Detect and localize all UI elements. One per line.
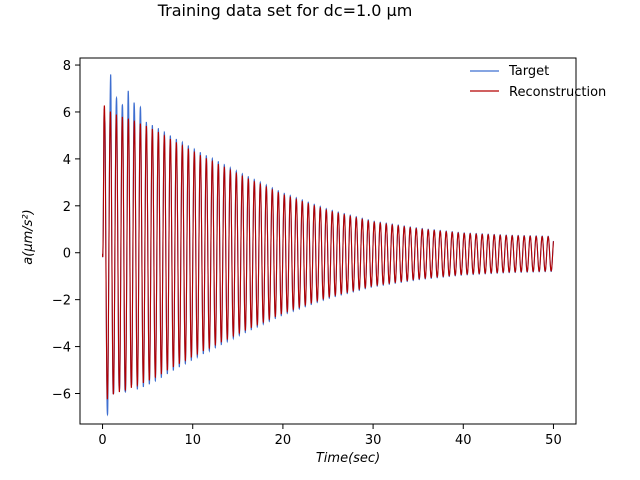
x-tick-label: 20 — [275, 433, 292, 448]
x-tick-label: 40 — [455, 433, 472, 448]
series-line-reconstruction — [102, 105, 554, 400]
y-axis-label: a(μm/s²) — [21, 209, 36, 264]
y-tick-label: 6 — [63, 106, 71, 121]
y-tick-label: 4 — [63, 153, 71, 168]
plot-area — [79, 57, 577, 425]
x-tick-label: 50 — [545, 433, 562, 448]
legend: Target Reconstruction — [470, 64, 606, 100]
y-tick-label: −2 — [52, 294, 71, 309]
y-axis-ticks: −6 −4 −2 0 2 4 6 8 — [52, 59, 80, 403]
x-tick-label: 10 — [184, 433, 201, 448]
chart-title: Training data set for dc=1.0 μm — [157, 1, 413, 20]
x-tick-label: 0 — [98, 433, 106, 448]
legend-label-target: Target — [508, 64, 549, 79]
y-tick-label: 2 — [63, 200, 71, 215]
x-tick-label: 30 — [365, 433, 382, 448]
y-tick-label: 8 — [63, 59, 71, 74]
x-axis-label: Time(sec) — [316, 451, 380, 466]
series-layer — [102, 74, 554, 417]
legend-label-reconstruction: Reconstruction — [509, 85, 606, 100]
y-tick-label: 0 — [63, 247, 71, 262]
axes-frame — [79, 57, 577, 425]
x-axis-ticks: 0 10 20 30 40 50 — [98, 424, 562, 448]
y-tick-label: −6 — [52, 388, 71, 403]
y-tick-label: −4 — [52, 341, 71, 356]
